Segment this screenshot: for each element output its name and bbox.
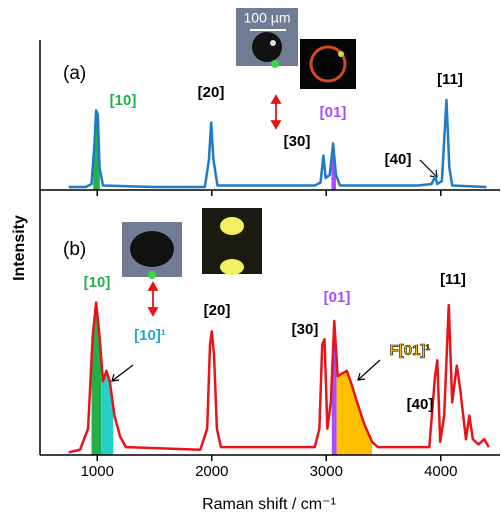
spectrum-line: [68, 98, 487, 189]
peak-label: [11]: [440, 271, 466, 288]
x-tick-label: 2000: [195, 463, 228, 480]
peak-label: [01]: [320, 104, 347, 121]
y-axis-label: Intensity: [11, 215, 28, 281]
peak-label: [20]: [198, 84, 225, 101]
x-axis-label: Raman shift / cm⁻¹: [202, 496, 336, 513]
x-tick-label: 1000: [81, 463, 114, 480]
highlight: [270, 40, 276, 46]
x-tick-label: 4000: [424, 463, 457, 480]
scale-text: 100 µm: [244, 10, 291, 26]
peak-label: [10]¹: [134, 327, 166, 344]
ring: [309, 45, 347, 83]
peak-label: [01]: [324, 289, 351, 306]
peak-fill: [336, 357, 373, 455]
droplet: [252, 32, 282, 62]
pointer-arrow: [111, 159, 438, 382]
peak-label: [40]: [385, 151, 412, 168]
spot: [338, 51, 344, 57]
droplet: [130, 231, 174, 267]
peak-label: [20]: [204, 302, 231, 319]
peak-fill: [101, 359, 114, 455]
peak-label: [30]: [292, 321, 319, 338]
panel-label: (b): [63, 239, 86, 260]
bead: [148, 271, 156, 279]
x-tick-label: 3000: [310, 463, 343, 480]
double-arrow: [147, 281, 159, 317]
spot: [220, 217, 244, 235]
peak-label: [10]: [110, 92, 137, 109]
peak-label: [11]: [437, 71, 463, 88]
peak-label: [30]: [284, 133, 311, 150]
panel-label: (a): [63, 63, 86, 84]
peak-label: [10]: [84, 274, 111, 291]
peak-label: [40]: [407, 396, 434, 413]
peak-label: F[01]¹: [390, 342, 431, 359]
double-arrow: [270, 94, 282, 130]
spot: [220, 259, 244, 275]
spectrum-line: [68, 301, 490, 454]
bead: [271, 60, 279, 68]
